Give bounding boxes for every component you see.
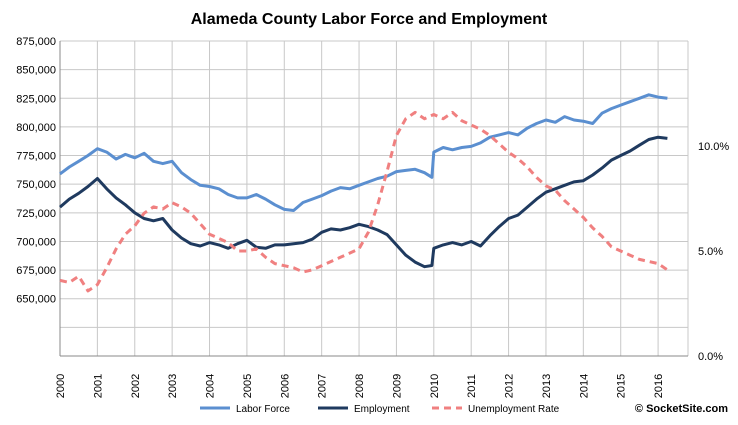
x-tick-label: 2013: [541, 374, 553, 398]
y-left-tick-label: 675,000: [16, 265, 56, 277]
gridlines: [59, 40, 689, 357]
x-tick-label: 2006: [279, 374, 291, 398]
x-tick-label: 2005: [242, 374, 254, 398]
x-tick-label: 2008: [354, 374, 366, 398]
chart-title: Alameda County Labor Force and Employmen…: [191, 11, 548, 28]
y-left-tick-label: 725,000: [16, 208, 56, 220]
x-tick-label: 2000: [55, 374, 67, 398]
right-y-axis: 10.0% 5.0% 0.0%: [698, 141, 729, 363]
x-tick-label: 2007: [317, 374, 329, 398]
y-right-tick-label: 0.0%: [698, 351, 723, 363]
x-tick-label: 2010: [429, 374, 441, 398]
y-left-tick-label: 650,000: [16, 294, 56, 306]
x-tick-label: 2012: [504, 374, 516, 398]
x-tick-label: 2003: [167, 374, 179, 398]
legend-label: Unemployment Rate: [468, 404, 560, 415]
x-tick-label: 2001: [92, 374, 104, 398]
y-right-tick-label: 10.0%: [698, 141, 729, 153]
series-lines: [59, 93, 669, 293]
legend-label: Employment: [354, 404, 410, 415]
x-tick-label: 2014: [578, 374, 590, 398]
y-left-tick-label: 875,000: [16, 36, 56, 48]
x-axis: 2000 2001 2002 2003 2004 2005 2006 2007 2008 2009…: [55, 374, 665, 398]
x-tick-label: 2015: [616, 374, 628, 398]
y-left-tick-label: 700,000: [16, 236, 56, 248]
y-left-tick-label: 750,000: [16, 179, 56, 191]
y-left-tick-label: 825,000: [16, 93, 56, 105]
y-left-tick-label: 800,000: [16, 122, 56, 134]
x-tick-label: 2004: [205, 374, 217, 398]
legend: Labor Force Employment Unemployment Rate: [200, 404, 560, 415]
legend-label: Labor Force: [236, 404, 290, 415]
x-tick-label: 2011: [466, 374, 478, 398]
x-tick-label: 2009: [391, 374, 403, 398]
x-tick-label: 2002: [130, 374, 142, 398]
y-left-tick-label: 775,000: [16, 151, 56, 163]
series-line-labor-force: [59, 93, 668, 212]
y-right-tick-label: 5.0%: [698, 246, 723, 258]
series-line-unemployment-rate: [59, 110, 669, 293]
y-left-tick-label: 850,000: [16, 65, 56, 77]
series-line-employment: [59, 135, 668, 269]
credit-text: © SocketSite.com: [635, 403, 728, 415]
x-tick-label: 2016: [653, 374, 665, 398]
left-y-axis: 875,000 850,000 825,000 800,000 775,000 750,0…: [16, 36, 56, 306]
